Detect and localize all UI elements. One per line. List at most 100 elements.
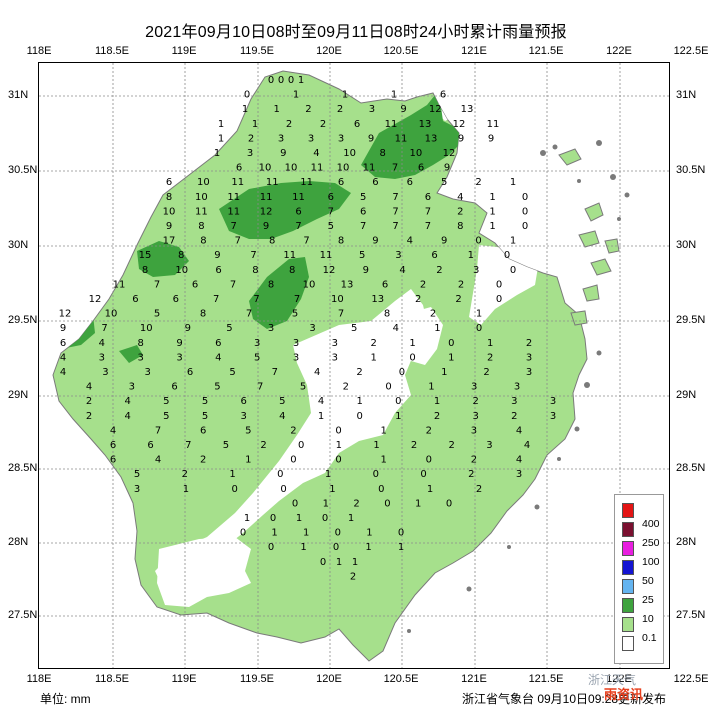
station-value: 10: [259, 163, 272, 174]
station-value: 3: [241, 411, 247, 422]
station-value: 8: [338, 236, 344, 247]
station-value: 2: [371, 338, 377, 349]
station-value: 1: [242, 104, 248, 115]
station-value: 7: [328, 206, 334, 217]
station-value: 5: [245, 425, 251, 436]
station-value: 7: [392, 163, 398, 174]
station-value: 1: [373, 440, 379, 451]
station-value: 0: [504, 250, 510, 261]
station-value: 12: [453, 119, 466, 130]
lat-tick-label: 30N: [676, 239, 697, 251]
station-value: 5: [163, 396, 169, 407]
station-value: 11: [487, 119, 500, 130]
station-value: 1: [395, 411, 401, 422]
station-value: 2: [337, 104, 343, 115]
station-value: 5: [441, 177, 447, 188]
station-value: 0: [277, 469, 283, 480]
station-value: 3: [254, 338, 260, 349]
station-value: 8: [384, 309, 390, 320]
station-value: 6: [60, 338, 66, 349]
station-value: 11: [363, 163, 376, 174]
lon-tick-label: 120.5E: [383, 673, 419, 685]
station-value: 2: [434, 411, 440, 422]
station-value: 5: [351, 323, 357, 334]
station-value: 6: [236, 163, 242, 174]
map-frame[interactable]: 0 0 0 1 0 1 1 1 6 1 1 2 2 3 9 12 13 1 1 2 2 6 11 13 12 11 1 2 3 3 3 9 11…: [38, 62, 670, 669]
station-value: 3: [332, 352, 338, 363]
station-value: 2: [468, 469, 474, 480]
station-value: 0: [244, 90, 250, 101]
heavy-rain-zone-anji: [249, 257, 309, 329]
heavy-rain-zone-west: [137, 241, 189, 277]
station-value: 11: [113, 279, 126, 290]
station-value: 1: [489, 221, 495, 232]
station-value: 7: [253, 294, 259, 305]
station-value: 10: [175, 265, 188, 276]
station-value: 1: [303, 528, 309, 539]
lat-tick-label: 28N: [676, 536, 697, 548]
station-value: 6: [132, 294, 138, 305]
station-value: 12: [429, 104, 442, 115]
station-values: 0 0 0 10 1 1 1 61 1 2 2 3 9 12 131 1 2 2 6 11 13 12 111 2 3 3 3 9 11…: [59, 75, 557, 582]
station-value: 7: [257, 382, 263, 393]
station-value: 3: [338, 133, 344, 144]
station-value: 7: [272, 367, 278, 378]
station-value: 5: [300, 382, 306, 393]
station-value: 6: [338, 177, 344, 188]
station-value: 8: [268, 279, 274, 290]
station-value: 1: [357, 396, 363, 407]
station-value: 0: [426, 455, 432, 466]
station-value: 0: [420, 469, 426, 480]
station-value: 2: [86, 396, 92, 407]
station-value: 5: [134, 469, 140, 480]
station-value: 9: [60, 323, 66, 334]
station-value: 6: [328, 192, 334, 203]
station-value: 1: [336, 557, 342, 568]
station-value: 3: [308, 133, 314, 144]
heavy-rain-zone-small: [119, 345, 143, 363]
station-value: 7: [231, 221, 237, 232]
station-value: 4: [516, 455, 522, 466]
station-value: 4: [313, 148, 319, 159]
station-value: 2: [471, 455, 477, 466]
station-value: 11: [395, 133, 408, 144]
station-value: 9: [400, 104, 406, 115]
station-value: 0: [320, 557, 326, 568]
station-value: 7: [392, 206, 398, 217]
station-value: 11: [292, 192, 305, 203]
station-value: 6: [192, 279, 198, 290]
station-value: 6: [241, 396, 247, 407]
station-value: 10: [343, 148, 356, 159]
station-value: 6: [187, 367, 193, 378]
station-value: 7: [250, 250, 256, 261]
station-value: 2: [476, 484, 482, 495]
station-value: 2: [350, 571, 356, 582]
station-value: 8: [252, 265, 258, 276]
station-value: 2: [200, 455, 206, 466]
station-value: 3: [247, 148, 253, 159]
station-value: 1: [296, 513, 302, 524]
station-value: 1: [218, 119, 224, 130]
station-value: 7: [235, 236, 241, 247]
lat-tick-label: 30.5N: [8, 164, 38, 176]
station-value: 0: [409, 352, 415, 363]
station-value: 13: [341, 279, 354, 290]
station-value: 2: [475, 177, 481, 188]
station-value: 0: [335, 425, 341, 436]
station-value: 8: [198, 221, 204, 232]
legend-label: 0.1: [642, 632, 657, 644]
station-value: 1: [218, 133, 224, 144]
lon-tick-label: 118E: [26, 673, 52, 685]
station-value: 0: [322, 513, 328, 524]
lon-tick-label: 121E: [461, 673, 487, 685]
station-value: 7: [295, 221, 301, 232]
station-value: 7: [425, 221, 431, 232]
station-value: 6: [440, 90, 446, 101]
station-value: 2: [356, 367, 362, 378]
station-value: 0: [240, 528, 246, 539]
heavy-rain-zone-north: [361, 95, 463, 179]
station-value: 0: [268, 75, 274, 86]
station-value: 0: [270, 513, 276, 524]
lon-tick-label: 120E: [316, 45, 342, 57]
no-rain-area-south: [157, 537, 251, 607]
